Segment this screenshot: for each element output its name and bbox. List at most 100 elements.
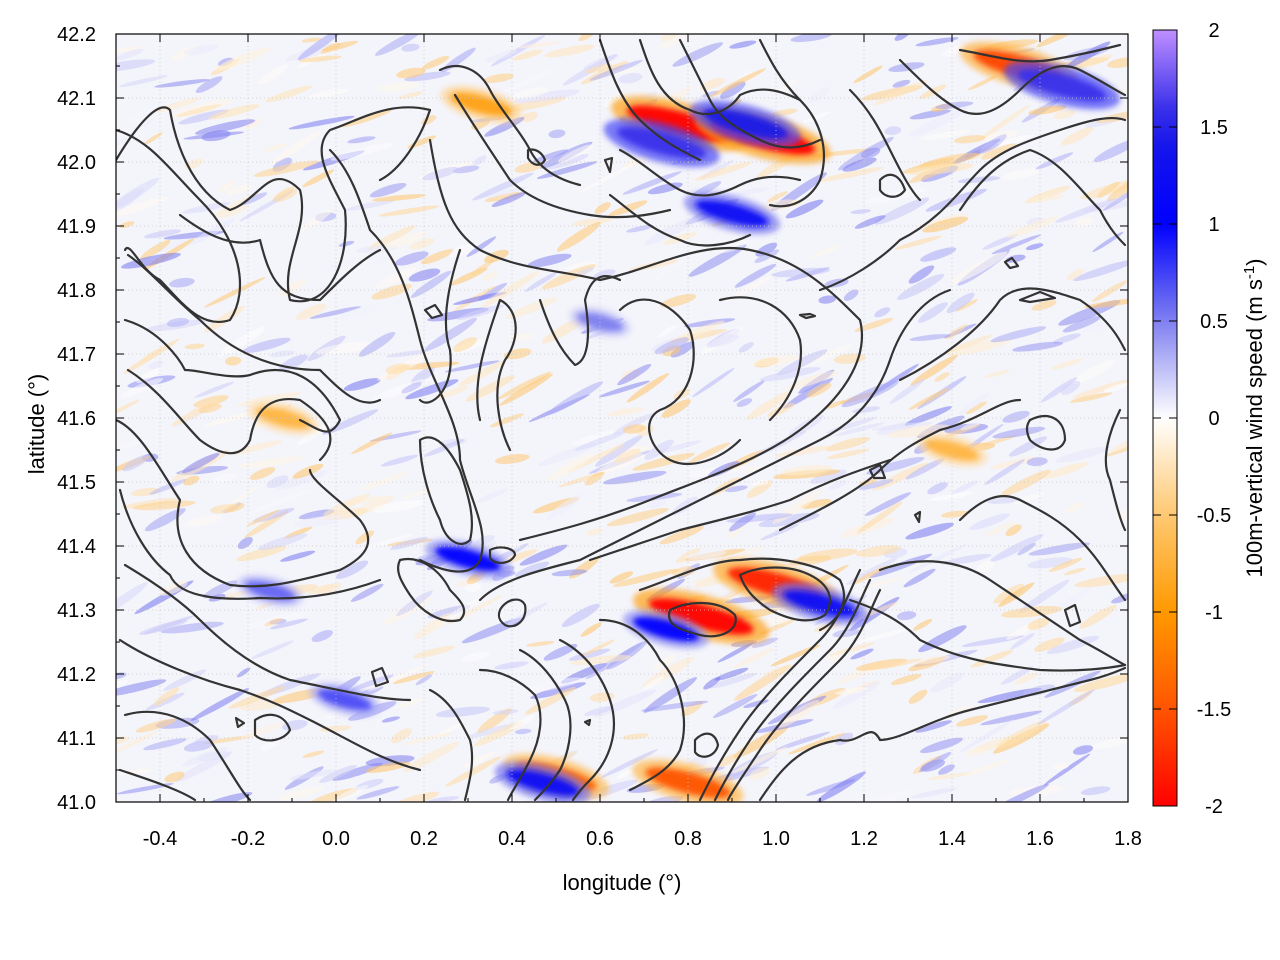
field-streak (335, 560, 369, 579)
field-streak (800, 498, 832, 509)
field-streak (904, 406, 952, 426)
field-streak (709, 68, 767, 98)
x-tick-label: 1.8 (1114, 828, 1142, 850)
x-tick-label: 0.8 (674, 828, 702, 850)
field-streak (401, 382, 422, 394)
field-streak (470, 259, 495, 276)
field-streak (751, 637, 779, 648)
field-streak (829, 642, 876, 656)
field-streak (955, 299, 978, 312)
x-tick-label: 1.2 (850, 828, 878, 850)
contour-line (428, 138, 863, 542)
contour-line (718, 296, 803, 422)
field-streak (320, 42, 341, 54)
field-streak (377, 82, 420, 92)
contour-line (638, 38, 802, 116)
colorbar-tick-label: -1.5 (1197, 699, 1231, 721)
y-tick-label: 42.0 (57, 152, 96, 174)
field-streak (1027, 618, 1050, 630)
field-streak (1026, 457, 1048, 467)
contour-line (478, 668, 542, 802)
field-streak (760, 523, 799, 541)
field-streak (453, 337, 478, 352)
field-streak (369, 182, 407, 198)
field-streak (720, 81, 746, 99)
field-streak (514, 89, 580, 103)
contour-line (418, 248, 462, 404)
field-streak (174, 751, 233, 783)
field-streak (572, 430, 618, 445)
field-streak (855, 545, 901, 558)
field-streak (208, 104, 260, 120)
contour-line (958, 148, 1127, 247)
field-streak (1000, 606, 1063, 618)
field-streak (351, 432, 393, 455)
field-streak (786, 370, 839, 390)
field-streak (861, 147, 881, 159)
field-streak (505, 297, 558, 319)
field-streak (1028, 542, 1091, 556)
field-streak (955, 715, 989, 727)
field-streak (589, 59, 643, 81)
field-streak (688, 442, 731, 464)
hotspot-core (783, 590, 857, 618)
field-streak (475, 535, 495, 545)
contour-line (878, 173, 907, 198)
field-streak (622, 171, 682, 195)
field-streak (322, 409, 379, 435)
y-tick-label: 41.6 (57, 408, 96, 430)
field-streak (778, 699, 820, 728)
field-streak (654, 337, 689, 355)
field-streak (1069, 392, 1113, 403)
field-streak (240, 192, 268, 206)
field-streak (920, 247, 957, 262)
field-streak (226, 184, 252, 196)
contour-line (618, 148, 802, 197)
field-streak (280, 550, 316, 562)
field-streak (194, 381, 235, 398)
field-streak (896, 611, 917, 621)
field-streak (726, 525, 745, 539)
field-streak (367, 225, 416, 251)
field-streak (423, 439, 465, 457)
field-streak (760, 618, 796, 635)
contour-line (423, 303, 444, 320)
field-streak (164, 771, 185, 783)
field-streak (960, 719, 1014, 753)
field-streak (298, 509, 335, 520)
field-streak (916, 213, 969, 227)
field-streak (514, 561, 550, 577)
field-streak (149, 479, 187, 495)
field-streak (309, 306, 361, 319)
field-streak (871, 421, 933, 431)
field-streak (315, 341, 374, 355)
field-streak (828, 480, 847, 490)
field-streak (594, 202, 611, 215)
field-streak (835, 732, 854, 746)
field-streak (874, 197, 930, 225)
colorbar-tick-label: -2 (1205, 796, 1223, 818)
field-streak (648, 498, 666, 509)
field-streak (1012, 341, 1064, 352)
field-streak (609, 571, 634, 584)
field-streak (643, 677, 697, 713)
hotspot-core (1017, 69, 1107, 102)
contour-line (603, 156, 614, 174)
field-streak (772, 108, 798, 117)
field-streak (935, 101, 974, 110)
field-streak (420, 249, 454, 265)
contour-line (234, 716, 246, 729)
field-streak (547, 154, 589, 170)
field-streak (332, 762, 383, 781)
field-streak (851, 565, 888, 586)
field-streak (802, 111, 831, 124)
field-streak (810, 245, 841, 259)
field-streak (381, 454, 419, 467)
field-streak (319, 725, 352, 732)
field-streak (846, 557, 898, 585)
field-streak (143, 738, 187, 751)
y-tick-label: 41.8 (57, 280, 96, 302)
field-streak (1082, 322, 1104, 333)
field-streak (338, 240, 355, 247)
